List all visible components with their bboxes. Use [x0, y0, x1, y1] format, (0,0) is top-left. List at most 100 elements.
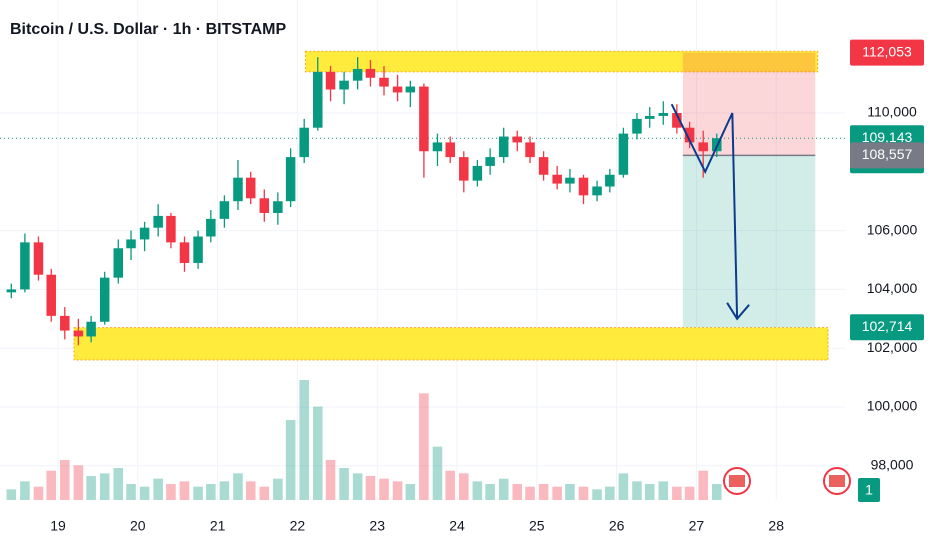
candle-body	[193, 236, 203, 263]
candle-body	[672, 113, 682, 128]
candle-body	[432, 142, 443, 152]
event-flag	[729, 475, 745, 487]
candle-body	[365, 68, 376, 78]
volume-bar	[273, 478, 283, 500]
candle-body	[592, 186, 602, 196]
volume-bar	[99, 473, 110, 500]
candle-body	[325, 71, 336, 90]
x-tick-label: 23	[369, 518, 385, 534]
volume-bar	[459, 473, 469, 500]
candle-body	[139, 227, 150, 240]
price-label: 109,143	[862, 129, 913, 145]
target-zone	[682, 155, 816, 328]
volume-bar	[166, 484, 176, 500]
y-tick-label: 100,000	[867, 398, 918, 414]
volume-bar	[525, 486, 535, 500]
x-tick-label: 27	[689, 518, 705, 534]
candle-body	[245, 177, 256, 199]
candle-body	[73, 330, 84, 337]
candle-body	[86, 321, 96, 337]
candle-body	[419, 86, 429, 152]
y-tick-label: 104,000	[867, 280, 918, 296]
volume-bar	[632, 481, 642, 500]
arrow-path	[670, 103, 739, 319]
candle-body	[99, 277, 110, 322]
volume-bar	[60, 460, 70, 500]
candle-body	[285, 157, 296, 202]
volume-bar	[285, 420, 296, 500]
volume-bar	[126, 484, 136, 500]
candle-body	[299, 127, 309, 158]
chart-title: Bitcoin / U.S. Dollar · 1h · BITSTAMP	[10, 21, 286, 38]
volume-bar	[46, 470, 57, 500]
candle-body	[6, 289, 17, 293]
volume-bar	[259, 486, 270, 500]
volume-bar	[379, 478, 389, 500]
candle-body	[392, 86, 403, 93]
candle-body	[684, 127, 695, 143]
volume-bar	[86, 476, 96, 500]
volume-bar	[644, 484, 655, 500]
volume-bar	[578, 486, 589, 500]
volume-bar	[392, 481, 403, 500]
candle-body	[459, 157, 469, 181]
candle-body	[33, 242, 44, 275]
candle-body	[219, 201, 230, 219]
volume-bar	[512, 484, 523, 500]
candle-body	[233, 177, 243, 202]
volume-bar	[432, 446, 443, 500]
candle-body	[113, 248, 124, 278]
x-tick-label: 24	[449, 518, 465, 534]
x-tick-label: 28	[768, 518, 784, 534]
candle-body	[166, 215, 176, 243]
candle-body	[605, 174, 615, 187]
volume-bar	[658, 481, 669, 500]
candle-body	[644, 115, 655, 119]
zone	[73, 327, 829, 361]
candle-body	[498, 136, 509, 158]
y-tick-label: 102,000	[867, 339, 918, 355]
x-tick-label: 19	[50, 518, 66, 534]
volume-bar	[6, 489, 17, 500]
candle-body	[60, 315, 70, 331]
volume-bar	[179, 481, 190, 500]
volume-bar	[245, 481, 256, 500]
volume-bar	[405, 484, 416, 500]
candle-body	[618, 133, 629, 175]
arrow-head	[726, 302, 750, 321]
zone	[304, 50, 819, 73]
badge: 1	[865, 482, 873, 498]
volume-bar	[325, 460, 336, 500]
candle-body	[538, 157, 549, 175]
volume-bar	[73, 465, 84, 500]
candle-body	[273, 201, 283, 213]
candle-body	[179, 242, 190, 263]
volume-bar	[538, 484, 549, 500]
x-tick-label: 22	[290, 518, 306, 534]
candle-body	[313, 71, 323, 128]
volume-bar	[312, 406, 323, 500]
volume-bar	[206, 484, 216, 500]
candle-body	[472, 165, 483, 181]
candle-body	[485, 157, 495, 166]
x-tick-label: 20	[130, 518, 146, 534]
candle-body	[552, 174, 562, 184]
x-tick-label: 26	[609, 518, 625, 534]
volume-bar	[485, 484, 495, 500]
candle-body	[379, 77, 389, 87]
candle-body	[512, 136, 523, 143]
candle-body	[126, 239, 136, 249]
candle-body	[658, 113, 669, 116]
candle-body	[153, 215, 163, 228]
candle-body	[352, 68, 363, 81]
price-label: 108,557	[862, 146, 913, 162]
candle-body	[20, 242, 30, 290]
volume-bar	[365, 476, 376, 500]
volume-bar	[605, 486, 615, 500]
candle-body	[632, 118, 642, 134]
candle-body	[206, 218, 216, 237]
y-tick-label: 98,000	[871, 457, 914, 473]
volume-bar	[20, 481, 30, 500]
volume-bar	[472, 481, 483, 500]
volume-bar	[684, 486, 695, 500]
